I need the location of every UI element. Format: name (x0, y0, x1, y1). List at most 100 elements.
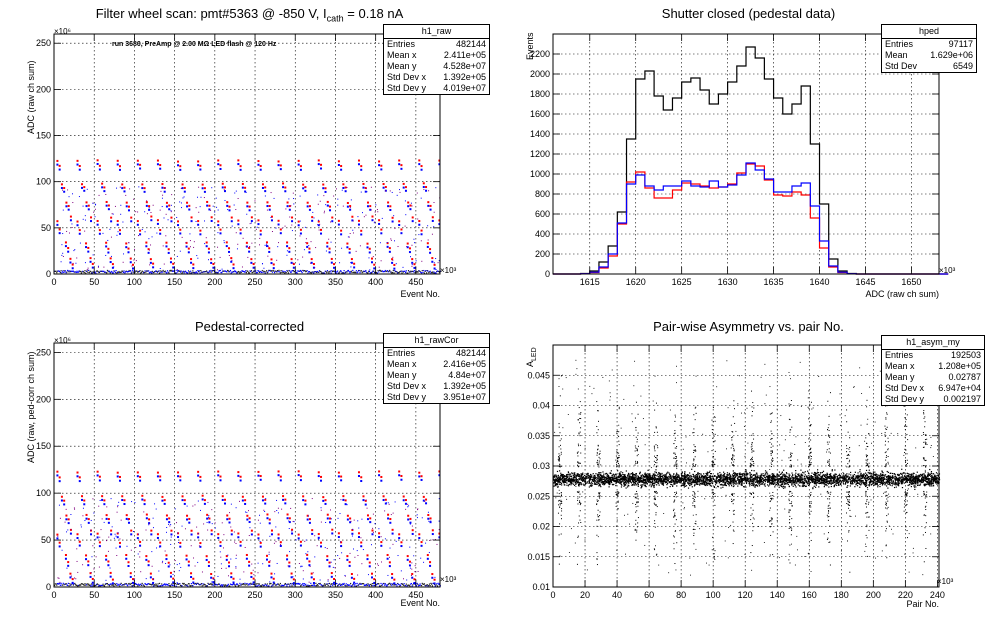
point (678, 475, 680, 477)
point (197, 270, 199, 272)
point (783, 474, 785, 476)
point (429, 204, 432, 207)
point (199, 229, 202, 232)
point (434, 585, 436, 587)
point (344, 272, 346, 274)
point (297, 270, 299, 272)
point (860, 481, 862, 483)
point (591, 485, 593, 487)
point (240, 584, 242, 586)
point (139, 475, 142, 478)
point (586, 477, 588, 479)
point (279, 232, 282, 235)
point (129, 584, 131, 586)
point (116, 584, 119, 586)
point (346, 504, 348, 506)
point (664, 475, 666, 477)
point (381, 584, 384, 586)
point (185, 558, 188, 561)
point (188, 583, 190, 585)
point (668, 480, 670, 483)
point (208, 517, 211, 520)
point (288, 269, 290, 272)
point (88, 584, 90, 586)
point (734, 475, 736, 477)
stats-row: Std Dev y 4.019e+07 (387, 83, 486, 93)
point (735, 480, 737, 482)
point (78, 480, 81, 483)
point (824, 484, 827, 486)
point (67, 269, 69, 272)
point (296, 272, 298, 274)
point (400, 545, 403, 548)
point (262, 584, 264, 586)
point (305, 271, 307, 273)
point (874, 471, 876, 473)
point (329, 585, 331, 587)
cor-plot: 0 50 100 150 200 250 300 350 400 4500501001502002… (36, 342, 441, 600)
point (249, 246, 251, 248)
point (350, 262, 352, 264)
point (412, 584, 414, 586)
point (107, 584, 109, 586)
point (382, 582, 384, 585)
point (81, 186, 84, 189)
point (748, 480, 750, 482)
point (691, 482, 693, 484)
point (828, 473, 830, 476)
point (394, 269, 396, 272)
point (794, 484, 796, 487)
point (304, 189, 307, 192)
point (182, 271, 184, 273)
point (368, 257, 370, 259)
point (139, 229, 142, 232)
point (183, 196, 185, 198)
point (57, 583, 59, 585)
point (380, 475, 383, 478)
point (166, 270, 169, 272)
y-tick-label: 1800 (530, 89, 550, 99)
point (304, 270, 306, 272)
point (227, 270, 229, 272)
point (308, 585, 310, 587)
point (373, 578, 376, 581)
point (337, 555, 339, 557)
point (339, 513, 341, 515)
point (268, 522, 271, 525)
point (216, 206, 218, 208)
point (103, 503, 106, 506)
point (360, 583, 363, 585)
point (411, 568, 413, 570)
point (353, 581, 356, 584)
point (420, 197, 422, 199)
point (409, 271, 411, 273)
point (169, 269, 171, 272)
point (357, 219, 360, 222)
point (237, 270, 240, 273)
point (433, 272, 436, 274)
point (154, 503, 156, 505)
point (129, 572, 132, 575)
point (838, 473, 841, 475)
point (339, 271, 341, 273)
point (84, 230, 86, 232)
point (425, 186, 428, 189)
point (330, 257, 333, 260)
point (80, 583, 82, 585)
point (264, 583, 266, 585)
point (857, 476, 859, 478)
point (115, 547, 117, 549)
point (308, 245, 310, 247)
point (429, 585, 431, 587)
point (348, 247, 351, 250)
point (96, 532, 99, 535)
point (300, 565, 302, 567)
stats-row: Std Dev y 3.951e+07 (387, 392, 486, 402)
point (110, 255, 112, 257)
point (76, 163, 79, 166)
point (420, 168, 423, 171)
point (734, 480, 736, 482)
point (139, 167, 142, 170)
point (284, 272, 286, 274)
point (81, 583, 83, 585)
